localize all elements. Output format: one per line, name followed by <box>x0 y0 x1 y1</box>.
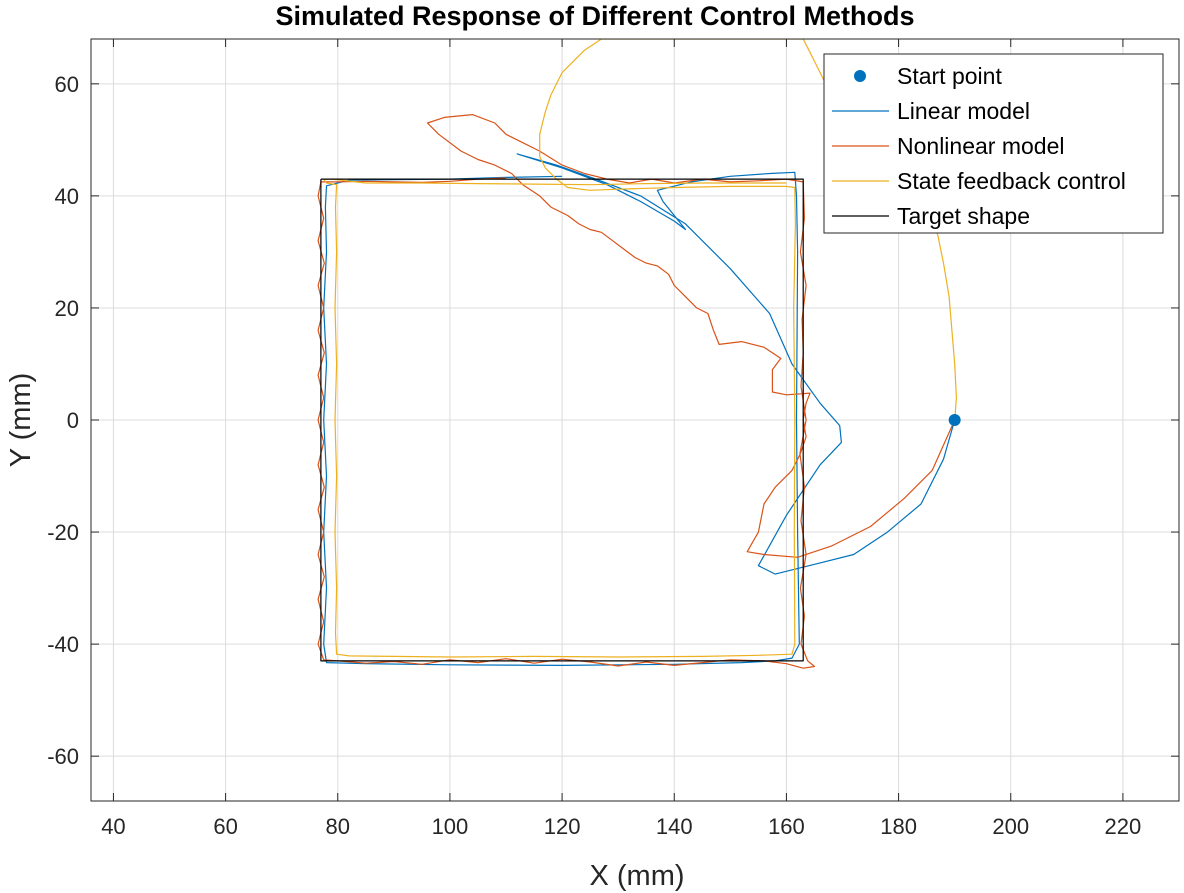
x-tick-label: 100 <box>432 814 469 839</box>
series-target-shape <box>320 178 804 662</box>
legend-box <box>823 53 1164 234</box>
x-axis-label: X (mm) <box>589 860 684 892</box>
y-tick-label: 40 <box>55 184 79 209</box>
x-tick-label: 160 <box>768 814 805 839</box>
y-tick-label: 0 <box>67 408 79 433</box>
legend-label-start-point: Start point <box>897 63 1002 89</box>
axis-ticks: 40 60 80 100 120 140 160 180 200 220 -60 -40 -20 0 20 4… <box>47 39 1179 839</box>
x-tick-label: 140 <box>656 814 693 839</box>
legend-label-target-shape: Target shape <box>897 203 1030 229</box>
x-tick-label: 200 <box>992 814 1029 839</box>
x-tick-label: 120 <box>544 814 581 839</box>
series-layer <box>317 39 957 669</box>
y-axis-label: Y (mm) <box>5 373 37 468</box>
y-tick-label: -60 <box>47 744 79 769</box>
y-tick-label: -20 <box>47 520 79 545</box>
x-tick-label: 80 <box>326 814 350 839</box>
series-linear-model <box>323 153 956 666</box>
start-point-marker <box>948 414 961 426</box>
legend-marker-start-point <box>854 70 866 82</box>
chart-title: Simulated Response of Different Control … <box>275 1 914 31</box>
legend: Start point Linear model Nonlinear model St… <box>823 53 1164 234</box>
x-tick-label: 180 <box>880 814 917 839</box>
x-tick-label: 40 <box>101 814 125 839</box>
legend-label-nonlinear-model: Nonlinear model <box>897 133 1064 159</box>
y-tick-label: -40 <box>47 632 79 657</box>
legend-label-state-feedback-control: State feedback control <box>897 168 1126 194</box>
x-tick-label: 220 <box>1105 814 1142 839</box>
legend-label-linear-model: Linear model <box>897 98 1030 124</box>
y-tick-label: 20 <box>55 296 79 321</box>
x-tick-label: 60 <box>213 814 237 839</box>
y-tick-label: 60 <box>55 72 79 97</box>
